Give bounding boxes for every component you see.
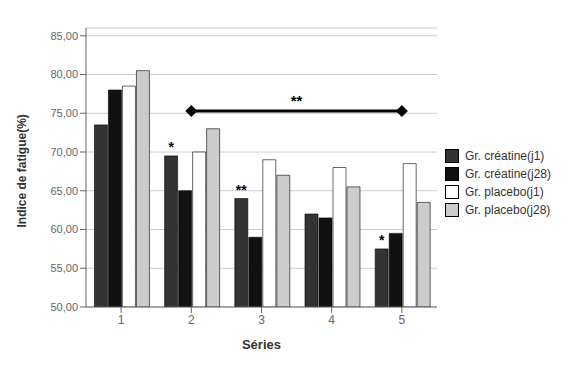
svg-text:60,00: 60,00 [50,223,78,235]
svg-text:Séries: Séries [242,337,281,352]
svg-text:*: * [168,139,174,155]
svg-text:**: ** [236,182,247,198]
svg-text:5: 5 [399,313,406,327]
html-text:Gr. créatine(j1): Gr. créatine(j1) [465,148,545,163]
html-text:Gr. placebo(j1): Gr. placebo(j1) [465,184,544,199]
svg-text:3: 3 [258,313,265,327]
svg-text:85,00: 85,00 [50,30,78,42]
svg-text:55,00: 55,00 [50,262,78,274]
svg-text:80,00: 80,00 [50,68,78,80]
svg-text:75,00: 75,00 [50,107,78,119]
html-text:Gr. placebo(j28): Gr. placebo(j28) [465,202,551,217]
svg-text:*: * [379,232,385,248]
svg-text:1: 1 [118,313,125,327]
svg-text:2: 2 [188,313,195,327]
svg-text:70,00: 70,00 [50,146,78,158]
svg-text:Indice de fatigue(%): Indice de fatigue(%) [15,114,29,227]
html-text:Gr. créatine(j28): Gr. créatine(j28) [465,166,551,181]
svg-text:**: ** [291,92,303,109]
svg-text:4: 4 [328,313,335,327]
svg-text:50,00: 50,00 [50,301,78,313]
svg-text:65,00: 65,00 [50,185,78,197]
